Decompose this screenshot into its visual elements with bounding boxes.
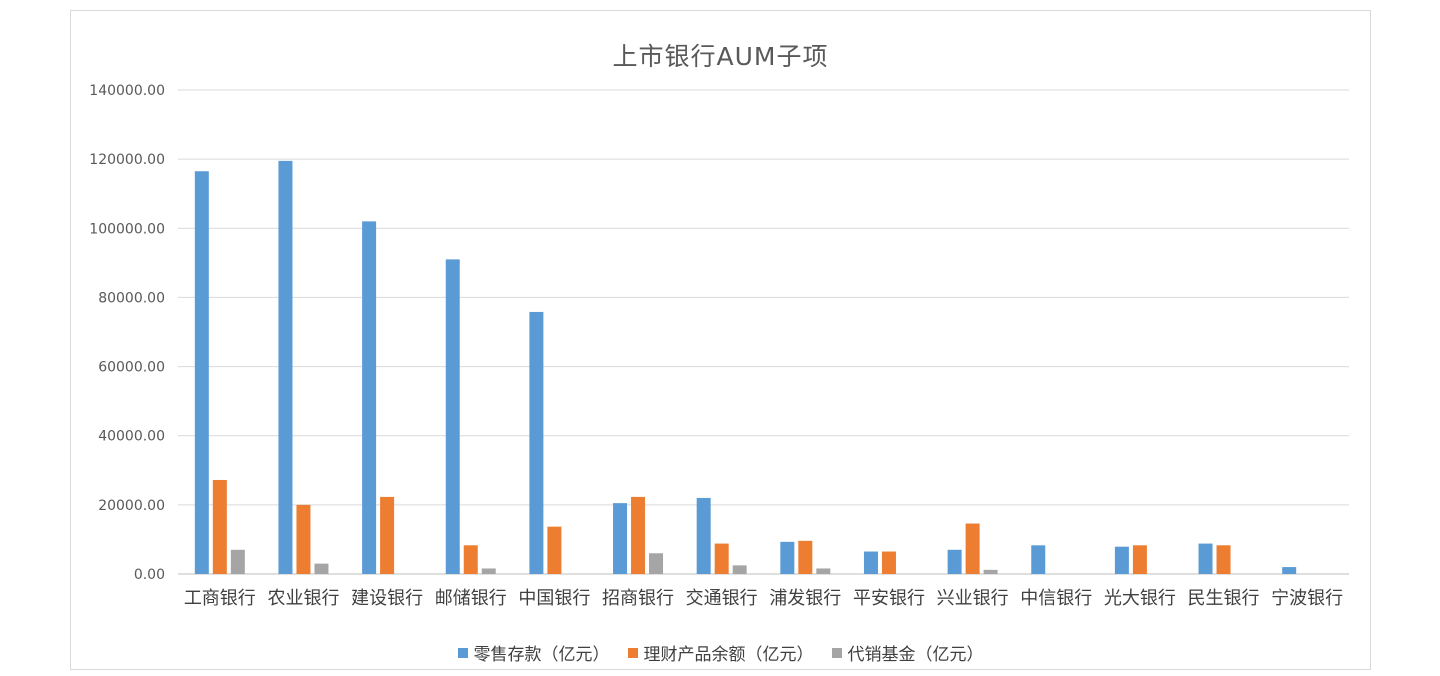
- y-tick-label: 0.00: [134, 567, 165, 583]
- x-tick-label: 宁波银行: [1271, 588, 1343, 609]
- legend-item: 零售存款（亿元）: [457, 640, 610, 665]
- bar-4-0: [529, 311, 544, 574]
- bar-10-0: [1031, 545, 1046, 574]
- bar-6-0: [696, 497, 711, 574]
- x-tick-label: 光大银行: [1104, 588, 1176, 609]
- bar-9-0: [947, 549, 962, 574]
- x-tick-label: 工商银行: [184, 588, 256, 609]
- legend-swatch: [457, 647, 468, 658]
- legend-label: 零售存款（亿元）: [473, 645, 610, 665]
- bar-3-0: [445, 259, 460, 574]
- bar-7-2: [816, 568, 831, 574]
- legend: 零售存款（亿元） 理财产品余额（亿元） 代销基金（亿元）: [71, 640, 1370, 665]
- x-tick-label: 平安银行: [853, 588, 925, 609]
- x-tick-label: 建设银行: [351, 588, 423, 609]
- plot-area: 0.00 20000.00 40000.00 60000.00 80000.00 1000…: [89, 83, 1349, 609]
- x-tick-label: 农业银行: [267, 588, 339, 609]
- y-tick-label: 120000.00: [89, 152, 165, 168]
- bar-5-2: [649, 553, 664, 574]
- legend-swatch: [831, 647, 842, 658]
- legend-item: 代销基金（亿元）: [831, 640, 984, 665]
- x-tick-label: 中信银行: [1020, 588, 1092, 609]
- x-tick-label: 招商银行: [602, 588, 674, 609]
- y-tick-label: 40000.00: [98, 429, 165, 445]
- bar-12-1: [1216, 545, 1231, 574]
- bar-1-2: [314, 563, 329, 574]
- bar-3-1: [463, 545, 478, 574]
- x-axis-ticks: 工商银行 农业银行 建设银行 邮储银行 中国银行 招商银行 交通银行 浦发银行 平安银行 兴业银行…: [184, 588, 1343, 609]
- x-tick-label: 交通银行: [686, 588, 758, 609]
- y-tick-label: 60000.00: [98, 360, 165, 376]
- bar-11-1: [1132, 545, 1147, 574]
- bar-6-2: [732, 565, 747, 574]
- bar-1-0: [278, 160, 293, 574]
- bar-12-0: [1198, 543, 1213, 574]
- bar-13-0: [1282, 567, 1297, 574]
- legend-swatch: [627, 647, 638, 658]
- y-tick-label: 20000.00: [98, 498, 165, 514]
- x-tick-label: 中国银行: [518, 588, 590, 609]
- x-tick-label: 兴业银行: [937, 588, 1009, 609]
- gridlines: [178, 89, 1349, 575]
- bar-9-1: [965, 523, 980, 574]
- bar-11-0: [1114, 546, 1129, 574]
- chart-container: 上市银行AUM子项 0.00 20000.00 40000.00 60000.00 80…: [70, 10, 1371, 670]
- x-tick-label: 浦发银行: [769, 588, 841, 609]
- y-tick-label: 140000.00: [89, 83, 165, 99]
- bar-8-1: [881, 551, 896, 574]
- bar-9-2: [983, 569, 998, 574]
- bar-3-2: [481, 568, 496, 574]
- x-tick-label: 邮储银行: [435, 588, 507, 609]
- bar-0-2: [230, 549, 245, 574]
- y-axis-ticks: 0.00 20000.00 40000.00 60000.00 80000.00 1000…: [89, 83, 165, 583]
- chart-title: 上市银行AUM子项: [612, 42, 829, 71]
- bar-0-1: [212, 479, 227, 574]
- bar-4-1: [547, 526, 562, 574]
- bar-8-0: [863, 551, 878, 574]
- x-tick-label: 民生银行: [1188, 588, 1260, 609]
- legend-item: 理财产品余额（亿元）: [627, 640, 814, 665]
- bar-7-1: [798, 540, 813, 574]
- bars: [194, 160, 1297, 574]
- bar-7-0: [780, 541, 795, 574]
- bar-2-1: [380, 496, 395, 574]
- bar-1-1: [296, 504, 311, 574]
- legend-label: 理财产品余额（亿元）: [643, 645, 814, 665]
- bar-5-0: [613, 503, 628, 574]
- bar-0-0: [194, 171, 209, 574]
- bar-2-0: [362, 221, 377, 574]
- bar-6-1: [714, 543, 729, 574]
- bar-5-1: [631, 496, 646, 574]
- y-tick-label: 80000.00: [98, 290, 165, 306]
- y-tick-label: 100000.00: [89, 221, 165, 237]
- legend-label: 代销基金（亿元）: [847, 645, 984, 665]
